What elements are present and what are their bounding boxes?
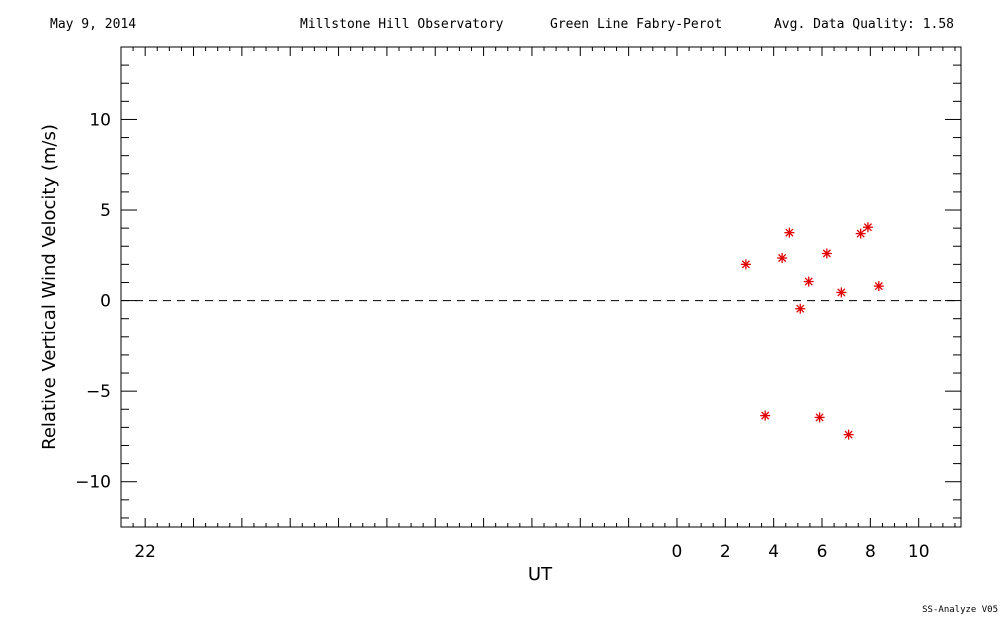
x-tick-label: 4 xyxy=(768,542,779,562)
data-point xyxy=(803,276,814,287)
data-point xyxy=(862,222,873,233)
y-tick-label: 5 xyxy=(100,201,111,221)
y-axis-title: Relative Vertical Wind Velocity (m/s) xyxy=(39,124,60,450)
data-point xyxy=(821,248,832,259)
x-tick-label: 10 xyxy=(908,542,930,562)
x-tick-label: 22 xyxy=(134,542,156,562)
x-axis-title: UT xyxy=(528,564,553,585)
plot-frame xyxy=(120,46,962,528)
x-axis: 22 0 2 4 6 8 10 xyxy=(120,47,956,562)
y-tick-label: 0 xyxy=(100,292,111,312)
data-point xyxy=(740,259,751,270)
data-points xyxy=(740,222,884,440)
data-quality-label: Avg. Data Quality: 1.58 xyxy=(773,17,954,32)
y-tick-label: 10 xyxy=(89,110,111,130)
x-tick-label: 8 xyxy=(865,542,876,562)
data-point xyxy=(843,429,854,440)
observatory-label: Millstone Hill Observatory xyxy=(300,17,504,32)
version-label: SS-Analyze V05 xyxy=(922,605,998,615)
x-tick-label: 6 xyxy=(817,542,828,562)
data-point xyxy=(873,281,884,292)
data-point xyxy=(814,412,825,423)
data-point xyxy=(760,410,771,421)
data-point xyxy=(777,253,788,264)
data-point xyxy=(836,287,847,298)
instrument-label: Green Line Fabry-Perot xyxy=(550,17,723,32)
x-tick-label: 0 xyxy=(672,542,683,562)
y-tick-label: −5 xyxy=(86,382,111,402)
date-label: May 9, 2014 xyxy=(50,17,137,32)
data-point xyxy=(784,227,795,238)
data-point xyxy=(795,303,806,314)
x-tick-label: 2 xyxy=(720,542,731,562)
y-axis: −10 −5 0 5 10 xyxy=(75,64,961,519)
data-point xyxy=(855,228,866,239)
y-tick-label: −10 xyxy=(75,473,111,493)
